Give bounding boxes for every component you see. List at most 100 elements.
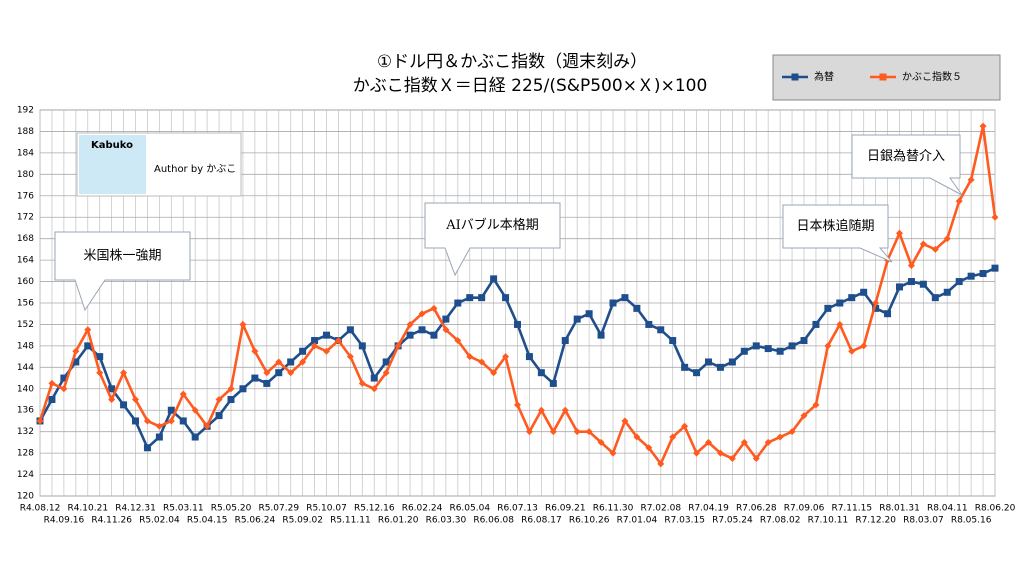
marker (120, 369, 128, 377)
marker (299, 358, 307, 366)
marker (454, 337, 462, 345)
x-tick-label: R5.03.11 (163, 504, 204, 514)
marker (323, 347, 330, 355)
marker (48, 379, 56, 387)
callout-text: 日本株追随期 (796, 218, 874, 234)
y-tick-label: 148 (17, 341, 34, 351)
marker (155, 422, 163, 430)
marker (896, 229, 903, 237)
marker (323, 331, 330, 339)
marker (705, 438, 712, 446)
x-tick-label: R6.06.08 (473, 516, 514, 526)
x-tick-label: R8.03.07 (903, 516, 944, 526)
chart-subtitle: かぶこ指数Ｘ＝日経 225/(S&P500×Ｘ)×100 (353, 76, 708, 96)
marker (573, 315, 581, 323)
marker (167, 406, 175, 414)
marker (931, 294, 939, 302)
marker (824, 304, 832, 312)
legend-label: 為替 (814, 70, 834, 83)
x-tick-label: R6.01.20 (378, 516, 419, 526)
x-tick-label: R5.10.07 (306, 504, 347, 514)
x-tick-label: R7.02.08 (640, 504, 681, 514)
marker (919, 240, 927, 248)
x-tick-label: R7.04.19 (688, 504, 729, 514)
marker (346, 353, 354, 361)
legend-label: かぶこ指数５ (902, 70, 962, 83)
marker (143, 444, 151, 452)
y-tick-label: 156 (17, 299, 34, 309)
x-tick-label: R4.12.31 (115, 504, 156, 514)
x-tick-label: R5.05.20 (211, 504, 252, 514)
marker (764, 438, 772, 446)
marker (502, 294, 510, 302)
marker (657, 326, 665, 334)
marker (108, 385, 116, 393)
marker (275, 369, 283, 377)
marker (478, 294, 486, 302)
x-tick-label: R4.11.26 (91, 516, 132, 526)
marker (442, 315, 450, 323)
marker (728, 358, 736, 366)
marker (776, 347, 784, 355)
marker (752, 454, 760, 462)
marker (370, 374, 378, 382)
y-tick-label: 192 (17, 106, 34, 116)
marker (931, 245, 939, 253)
marker (132, 396, 139, 403)
marker (991, 264, 999, 272)
marker (191, 433, 199, 441)
marker (681, 422, 689, 430)
marker (597, 438, 605, 446)
marker (979, 270, 987, 278)
y-tick-label: 152 (17, 320, 34, 330)
marker (287, 358, 295, 366)
marker (609, 449, 617, 457)
marker (227, 396, 235, 403)
marker (645, 320, 653, 328)
x-tick-label: R7.11.15 (831, 504, 872, 514)
marker (621, 294, 629, 302)
logo-text: Kabuko (91, 140, 133, 151)
marker (836, 299, 844, 307)
marker (943, 288, 951, 296)
marker (752, 342, 760, 350)
chart-title: ①ドル円＆かぶこ指数（週末刻み） (377, 52, 647, 72)
marker (681, 363, 689, 371)
marker (96, 369, 104, 377)
x-tick-label: R8.06.20 (975, 504, 1016, 514)
marker (36, 417, 44, 425)
marker (740, 347, 748, 355)
marker (979, 122, 987, 130)
marker (573, 428, 581, 436)
callout-text: 日銀為替介入 (867, 148, 945, 164)
marker (406, 320, 414, 328)
marker (514, 320, 521, 328)
marker (585, 428, 593, 436)
callout: 日銀為替介入 (851, 134, 963, 196)
marker (370, 385, 378, 393)
x-tick-label: R7.08.02 (760, 516, 801, 526)
x-tick-label: R4.08.12 (20, 504, 61, 514)
marker (633, 433, 641, 441)
marker (549, 379, 557, 387)
marker (669, 337, 677, 345)
marker (346, 326, 354, 334)
callout-text: AIバブル本格期 (445, 217, 539, 233)
marker (311, 342, 319, 350)
y-tick-label: 132 (17, 427, 34, 437)
marker (311, 337, 319, 345)
marker (955, 197, 963, 205)
marker (716, 449, 724, 457)
marker (907, 261, 915, 269)
marker (645, 444, 653, 452)
x-tick-label: R5.09.02 (282, 516, 323, 526)
marker (239, 320, 247, 328)
x-tick-label: R7.12.20 (855, 516, 896, 526)
marker (287, 369, 295, 377)
marker (525, 428, 533, 436)
marker (334, 337, 342, 345)
y-tick-label: 124 (17, 470, 34, 480)
marker (633, 304, 641, 312)
y-tick-label: 160 (17, 277, 34, 287)
y-tick-label: 128 (17, 449, 34, 459)
